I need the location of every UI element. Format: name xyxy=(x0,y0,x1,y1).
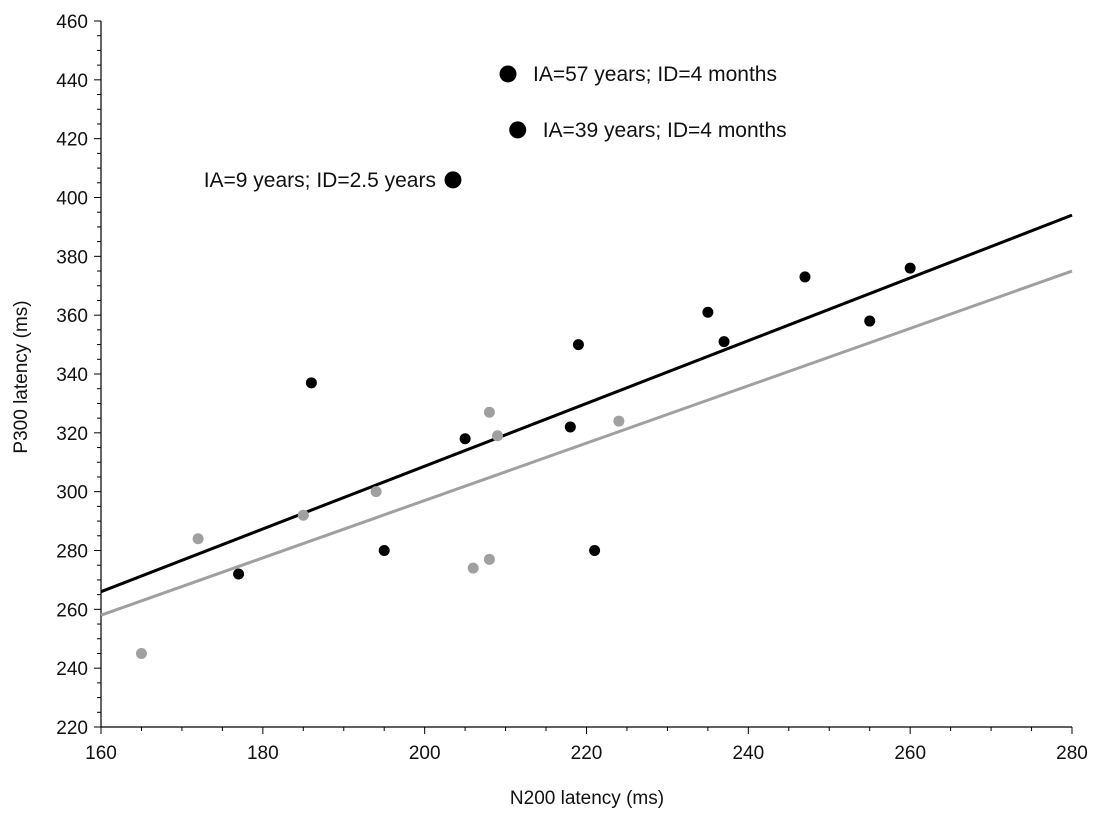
data-point xyxy=(864,315,876,327)
data-point xyxy=(491,430,503,442)
data-point xyxy=(370,486,382,498)
y-tick-label: 400 xyxy=(56,189,88,210)
x-tick-label: 280 xyxy=(1056,743,1088,764)
data-point xyxy=(718,336,730,348)
outlier-point xyxy=(444,171,462,189)
y-tick-label: 460 xyxy=(56,12,88,33)
y-tick-label: 420 xyxy=(56,130,88,151)
y-tick-label: 280 xyxy=(56,542,88,563)
regression-line xyxy=(100,269,1073,617)
annotations: IA=57 years; ID=4 months IA=39 years; ID=… xyxy=(204,63,787,192)
x-tick-label: 220 xyxy=(571,743,603,764)
x-axis-label: N200 latency (ms) xyxy=(510,788,664,809)
outlier-label: IA=9 years; ID=2.5 years xyxy=(204,169,436,192)
x-tick-label: 160 xyxy=(85,743,117,764)
outlier-label: IA=39 years; ID=4 months xyxy=(543,119,787,142)
y-tick-label: 440 xyxy=(56,71,88,92)
data-point xyxy=(305,377,317,389)
data-point xyxy=(572,339,584,351)
y-tick-label: 360 xyxy=(56,306,88,327)
data-point xyxy=(297,509,309,521)
x-tick-label: 260 xyxy=(894,743,926,764)
data-point xyxy=(378,545,390,556)
data-point xyxy=(564,421,576,433)
data-point xyxy=(459,433,471,445)
data-point xyxy=(467,562,479,574)
y-tick-label: 340 xyxy=(56,365,88,386)
data-point xyxy=(192,533,204,545)
y-tick-label: 220 xyxy=(56,718,88,739)
data-point xyxy=(135,647,147,659)
y-tick-label: 260 xyxy=(56,600,88,621)
data-points xyxy=(135,262,916,659)
outlier-point xyxy=(509,121,527,139)
outlier-label: IA=57 years; ID=4 months xyxy=(533,63,777,86)
x-tick-label: 180 xyxy=(247,743,279,764)
y-tick-label: 320 xyxy=(56,424,88,445)
y-tick-label: 300 xyxy=(56,483,88,504)
fit-lines xyxy=(100,213,1073,617)
data-point xyxy=(589,545,601,556)
data-point xyxy=(904,262,916,274)
data-point xyxy=(483,406,495,418)
data-point xyxy=(233,568,245,580)
outlier-point xyxy=(499,65,517,83)
data-point xyxy=(483,553,495,565)
y-axis-label: P300 latency (ms) xyxy=(11,300,32,453)
data-point xyxy=(799,271,811,283)
y-tick-label: 240 xyxy=(56,659,88,680)
data-point xyxy=(702,306,714,318)
regression-line xyxy=(100,213,1073,594)
x-tick-label: 200 xyxy=(409,743,441,764)
y-tick-label: 380 xyxy=(56,247,88,268)
axes: 220 240 260 280 300 320 340 360 380 400 420 440 460 1… xyxy=(56,12,1088,764)
x-tick-label: 240 xyxy=(732,743,764,764)
data-point xyxy=(613,415,625,427)
